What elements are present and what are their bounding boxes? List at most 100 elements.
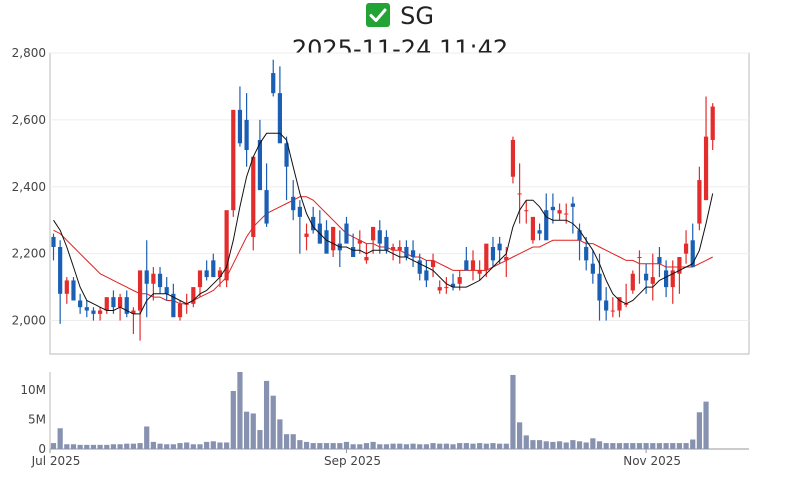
volume-bar xyxy=(350,444,356,449)
x-tick-label: Nov 2025 xyxy=(623,454,681,468)
volume-bar xyxy=(330,443,336,449)
volume-bar xyxy=(377,444,383,449)
candle-body xyxy=(430,260,436,268)
candle-body xyxy=(211,260,216,278)
volume-bar xyxy=(676,443,683,449)
volume-bar xyxy=(263,380,270,449)
volume-bar xyxy=(77,444,83,449)
volume-bar xyxy=(317,443,323,449)
x-tick-label: Sep 2025 xyxy=(324,454,381,468)
volume-bar xyxy=(270,395,276,449)
candle-body xyxy=(111,297,116,308)
candle-body xyxy=(177,303,183,318)
volume-bar xyxy=(177,443,183,449)
volume-bar xyxy=(623,443,629,449)
volume-bar xyxy=(570,440,576,449)
volume-bar xyxy=(583,442,589,449)
volume-bar xyxy=(430,443,436,449)
volume-bar xyxy=(310,443,316,449)
candle-body xyxy=(371,226,376,241)
candle-body xyxy=(84,307,89,311)
volume-bar xyxy=(550,441,556,449)
volume-bar xyxy=(104,444,110,449)
price-tick-label: 2,000 xyxy=(12,314,46,328)
candle-body xyxy=(590,263,595,274)
candle-body xyxy=(417,260,422,274)
candle-body xyxy=(251,156,256,237)
candle-body xyxy=(124,297,129,314)
candle-body xyxy=(244,119,249,150)
volume-bar xyxy=(97,444,103,449)
volume-bar xyxy=(503,443,509,449)
volume-bar xyxy=(696,412,702,449)
volume-bar xyxy=(543,441,549,449)
volume-bar xyxy=(210,441,216,449)
volume-bar xyxy=(536,440,543,449)
volume-bar xyxy=(703,401,709,449)
volume-bar xyxy=(530,440,536,449)
volume-bar xyxy=(603,443,609,449)
candle-body xyxy=(703,136,709,201)
volume-bar xyxy=(417,444,423,449)
volume-bar xyxy=(636,443,643,449)
volume-bar xyxy=(303,441,310,449)
volume-bar xyxy=(190,444,196,449)
candle-body xyxy=(311,216,316,231)
candle-body xyxy=(390,246,396,251)
candle-body xyxy=(304,233,309,237)
candle-body xyxy=(277,93,282,144)
volume-bar xyxy=(357,444,363,449)
candle-body xyxy=(537,230,542,234)
candle-body xyxy=(297,206,302,217)
volume-bar xyxy=(57,428,63,449)
ma5-line xyxy=(53,132,714,315)
volume-bar xyxy=(443,443,449,449)
volume-bar xyxy=(230,390,236,449)
volume-bar xyxy=(643,443,649,449)
volume-bar xyxy=(217,442,223,449)
price-tick-label: 2,800 xyxy=(12,46,46,60)
candle-body xyxy=(437,287,442,291)
candle-body xyxy=(663,270,669,288)
volume-bar xyxy=(576,441,583,449)
chart-title: SG xyxy=(0,0,800,32)
candle-body xyxy=(117,297,123,308)
candle-body xyxy=(58,246,63,294)
volume-bar xyxy=(477,443,483,449)
candle-body xyxy=(204,270,209,278)
volume-bar xyxy=(397,443,403,449)
volume-bar xyxy=(224,442,230,449)
candle-body xyxy=(630,273,635,291)
candle-body xyxy=(91,310,96,314)
volume-bar xyxy=(410,443,416,449)
candle-body xyxy=(284,143,289,167)
candle-body xyxy=(683,243,689,254)
candle-body xyxy=(690,240,695,268)
volume-bar xyxy=(323,443,330,449)
volume-tick-label: 10M xyxy=(20,383,46,397)
candle-body xyxy=(444,287,449,289)
x-tick-label: Jul 2025 xyxy=(31,454,81,468)
candle-body xyxy=(670,270,675,288)
candle-body xyxy=(457,277,462,284)
candle-body xyxy=(144,270,149,284)
candle-body xyxy=(71,280,76,301)
candle-body xyxy=(657,257,662,264)
volume-bar xyxy=(497,443,503,449)
volume-bar xyxy=(50,443,57,449)
volume-bar xyxy=(124,443,130,449)
volume-bar xyxy=(184,442,190,449)
check-mark-icon xyxy=(366,3,391,27)
volume-bar xyxy=(144,426,150,449)
candle-body xyxy=(517,193,522,195)
candle-body xyxy=(171,293,176,318)
volume-bar xyxy=(370,441,376,449)
candle-body xyxy=(78,300,83,308)
volume-bar xyxy=(483,443,489,449)
candle-body xyxy=(484,243,489,271)
candle-body xyxy=(650,277,655,284)
candle-body xyxy=(644,273,649,281)
volume-bar xyxy=(510,374,516,449)
